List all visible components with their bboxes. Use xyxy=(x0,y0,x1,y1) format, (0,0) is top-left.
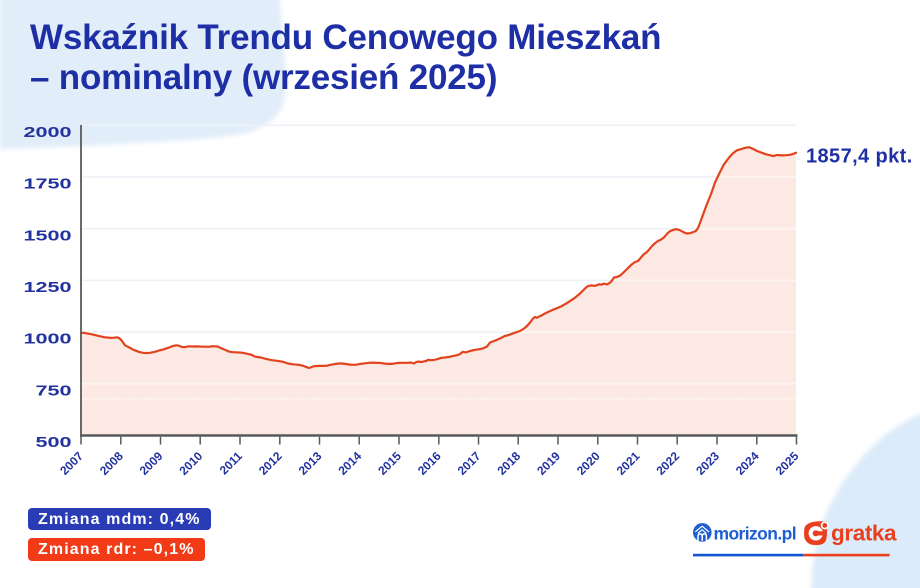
svg-text:1750: 1750 xyxy=(23,175,71,192)
svg-text:1000: 1000 xyxy=(23,330,71,347)
svg-text:500: 500 xyxy=(35,433,71,450)
svg-text:1500: 1500 xyxy=(23,227,71,244)
svg-text:gratka: gratka xyxy=(831,521,897,546)
svg-text:morizon.pl: morizon.pl xyxy=(714,523,796,543)
svg-text:750: 750 xyxy=(35,382,71,399)
svg-text:2000: 2000 xyxy=(23,123,71,140)
svg-text:1857,4 pkt.: 1857,4 pkt. xyxy=(806,145,913,167)
svg-text:1250: 1250 xyxy=(23,278,71,295)
